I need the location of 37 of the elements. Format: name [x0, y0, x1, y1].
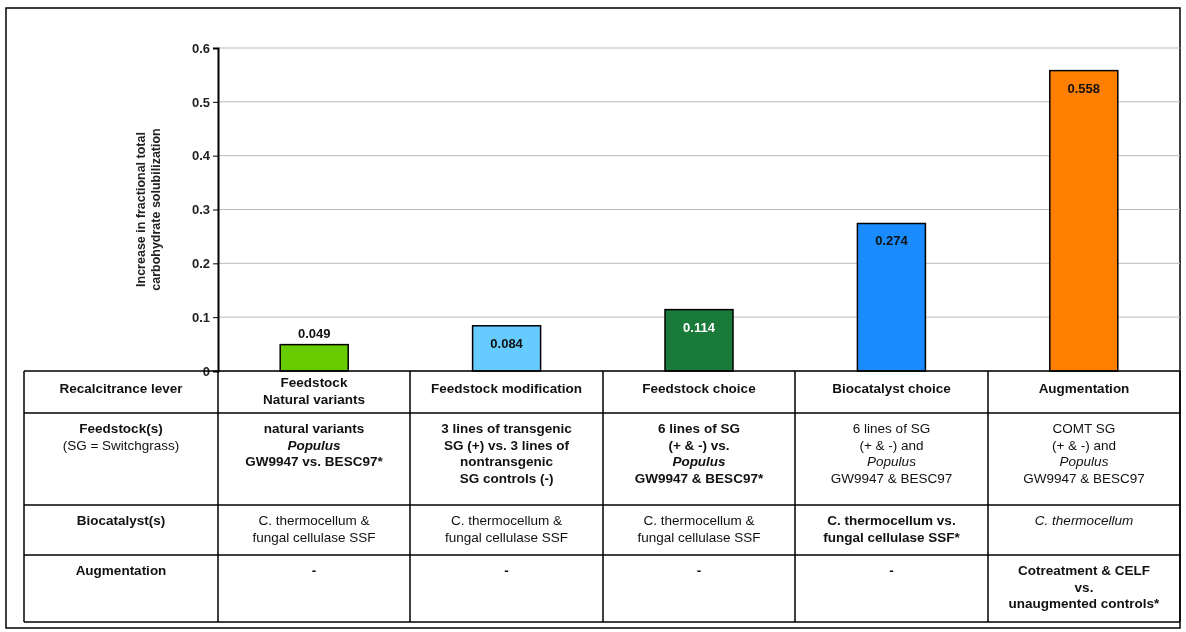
- text: natural variants Populus GW9947 vs. BESC97*: [245, 421, 383, 469]
- x-tick-label: Augmentation: [1038, 381, 1130, 396]
- text: Feedstock(s): [79, 421, 163, 436]
- text: C. thermocellum & fungal cellulase SSF: [444, 513, 569, 545]
- text: -: [311, 563, 317, 578]
- y-tick-label: 0.5: [191, 94, 210, 110]
- text: 6 lines of SG (+ & -) and Populus GW9947 & BESC97: [830, 421, 953, 486]
- text: -: [696, 563, 702, 578]
- y-tick-label: 0.4: [191, 148, 211, 164]
- text: C. thermocellum & fungal cellulase SSF: [252, 513, 376, 545]
- data-label: 0.274: [875, 233, 909, 249]
- y-tick-label: 0.3: [191, 202, 210, 218]
- y-tick-label: 0.6: [191, 40, 210, 56]
- y-tick-label: 0.2: [191, 255, 210, 271]
- text: C. thermocellum: [1034, 513, 1134, 528]
- text: Biocatalyst(s): [76, 513, 166, 528]
- text: C. thermocellum & fungal cellulase SSF: [637, 513, 761, 545]
- x-tick-label: Feedstock choice: [642, 381, 757, 396]
- text: (SG = Switchgrass): [62, 438, 180, 453]
- text: Recalcitrance lever: [59, 381, 183, 396]
- text: COMT SG (+ & -) and Populus GW9947 & BESC97: [1023, 421, 1145, 486]
- text: C. thermocellum vs. fungal cellulase SSF*: [823, 513, 960, 545]
- y-axis-title: Increase in fractional total carbohydrate solubilization: [134, 128, 163, 291]
- data-label: 0.084: [490, 335, 524, 351]
- data-label: 0.558: [1067, 80, 1101, 96]
- data-label: 0.114: [683, 319, 716, 335]
- x-tick-label: Feedstock Natural variants: [262, 375, 366, 407]
- text: 6 lines of SG (+ & -) vs. Populus GW9947 & BESC97*: [634, 421, 764, 486]
- text: -: [504, 563, 509, 578]
- y-tick-label: 0.1: [191, 309, 210, 325]
- data-label: 0.049: [297, 325, 331, 341]
- text: 3 lines of transgenic SG (+) vs. 3 lines of nontransgenic SG controls (-): [441, 421, 572, 486]
- text: -: [889, 563, 894, 578]
- text: Augmentation: [75, 563, 167, 578]
- x-tick-label: Feedstock modification: [431, 381, 582, 396]
- x-tick-label: Biocatalyst choice: [832, 381, 952, 396]
- text: Cotreatment & CELF vs. unaugmented controls*: [1008, 563, 1160, 611]
